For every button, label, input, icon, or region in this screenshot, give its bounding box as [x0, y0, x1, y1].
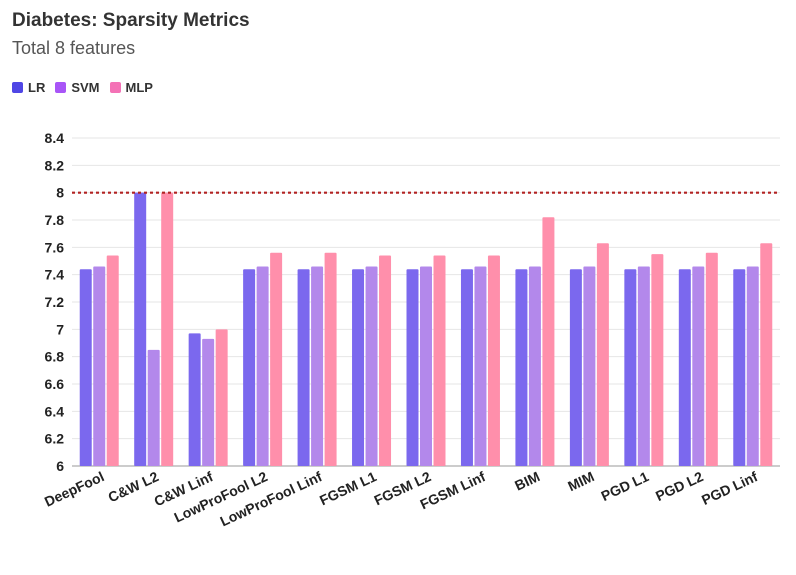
bar-lr-4 — [297, 269, 310, 466]
y-tick-label-1: 6.2 — [45, 431, 65, 447]
bar-mlp-11 — [705, 252, 718, 466]
bar-svm-1 — [147, 349, 160, 466]
bar-mlp-9 — [596, 243, 609, 466]
y-tick-label-10: 8 — [56, 185, 64, 201]
y-tick-label-3: 6.6 — [45, 376, 65, 392]
bar-lr-0 — [79, 269, 92, 466]
bar-mlp-7 — [487, 255, 500, 466]
chart-title: Diabetes: Sparsity Metrics — [12, 10, 250, 31]
bar-svm-7 — [474, 266, 487, 466]
bar-svm-9 — [583, 266, 596, 466]
y-tick-label-9: 7.8 — [45, 212, 65, 228]
y-tick-label-12: 8.4 — [45, 130, 65, 146]
legend-item-svm[interactable]: SVM — [55, 80, 100, 95]
legend-label-mlp: MLP — [125, 80, 153, 95]
bar-svm-2 — [202, 338, 215, 466]
legend-label-lr: LR — [28, 80, 46, 95]
legend-item-mlp[interactable]: MLP — [109, 80, 153, 95]
legend-swatch-lr — [12, 82, 23, 93]
y-tick-label-5: 7 — [56, 321, 64, 337]
y-tick-label-2: 6.4 — [45, 403, 65, 419]
legend: LR SVM MLP — [12, 80, 153, 95]
bar-mlp-2 — [215, 329, 228, 466]
bar-lr-2 — [188, 333, 201, 466]
legend-item-lr[interactable]: LR — [12, 80, 45, 95]
x-tick-label-9: MIM — [565, 468, 596, 494]
legend-swatch-mlp — [109, 82, 121, 93]
bar-svm-3 — [256, 266, 269, 466]
legend-label-svm: SVM — [71, 80, 100, 95]
bar-svm-8 — [528, 266, 541, 466]
y-tick-label-4: 6.8 — [45, 349, 65, 365]
bar-lr-5 — [352, 269, 365, 466]
bar-lr-11 — [678, 269, 691, 466]
bar-lr-9 — [569, 269, 582, 466]
bar-mlp-0 — [106, 255, 119, 466]
bar-svm-12 — [746, 266, 759, 466]
y-tick-label-6: 7.2 — [45, 294, 65, 310]
bar-lr-7 — [460, 269, 473, 466]
x-tick-label-11: PGD L2 — [653, 468, 706, 504]
bar-lr-8 — [515, 269, 528, 466]
bar-mlp-8 — [542, 217, 555, 466]
bar-svm-5 — [365, 266, 378, 466]
x-tick-label-12: PGD Linf — [699, 468, 760, 508]
bar-svm-6 — [420, 266, 432, 466]
bar-svm-4 — [311, 266, 324, 466]
y-tick-label-11: 8.2 — [45, 157, 65, 173]
x-tick-label-10: PGD L1 — [599, 468, 652, 504]
bar-mlp-6 — [433, 255, 446, 466]
bar-mlp-3 — [270, 252, 283, 466]
bar-mlp-4 — [324, 252, 337, 466]
bar-lr-6 — [406, 269, 419, 466]
bar-mlp-5 — [379, 255, 392, 466]
bar-svm-10 — [637, 266, 650, 466]
bar-lr-12 — [733, 269, 746, 466]
x-tick-label-8: BIM — [512, 468, 542, 493]
bar-mlp-1 — [161, 192, 174, 466]
legend-swatch-svm — [55, 82, 67, 93]
bar-svm-11 — [692, 266, 705, 466]
chart-subtitle: Total 8 features — [12, 38, 136, 58]
y-tick-label-7: 7.4 — [45, 267, 65, 283]
x-tick-label-0: DeepFool — [42, 468, 107, 509]
bar-lr-3 — [243, 269, 256, 466]
bar-mlp-10 — [651, 254, 664, 466]
bar-lr-1 — [134, 192, 147, 466]
bar-svm-0 — [93, 266, 106, 466]
bar-mlp-12 — [760, 243, 773, 466]
x-tick-label-5: FGSM L1 — [317, 468, 379, 508]
y-tick-label-8: 7.6 — [45, 239, 65, 255]
y-tick-label-0: 6 — [56, 458, 64, 474]
bar-lr-10 — [624, 269, 637, 466]
